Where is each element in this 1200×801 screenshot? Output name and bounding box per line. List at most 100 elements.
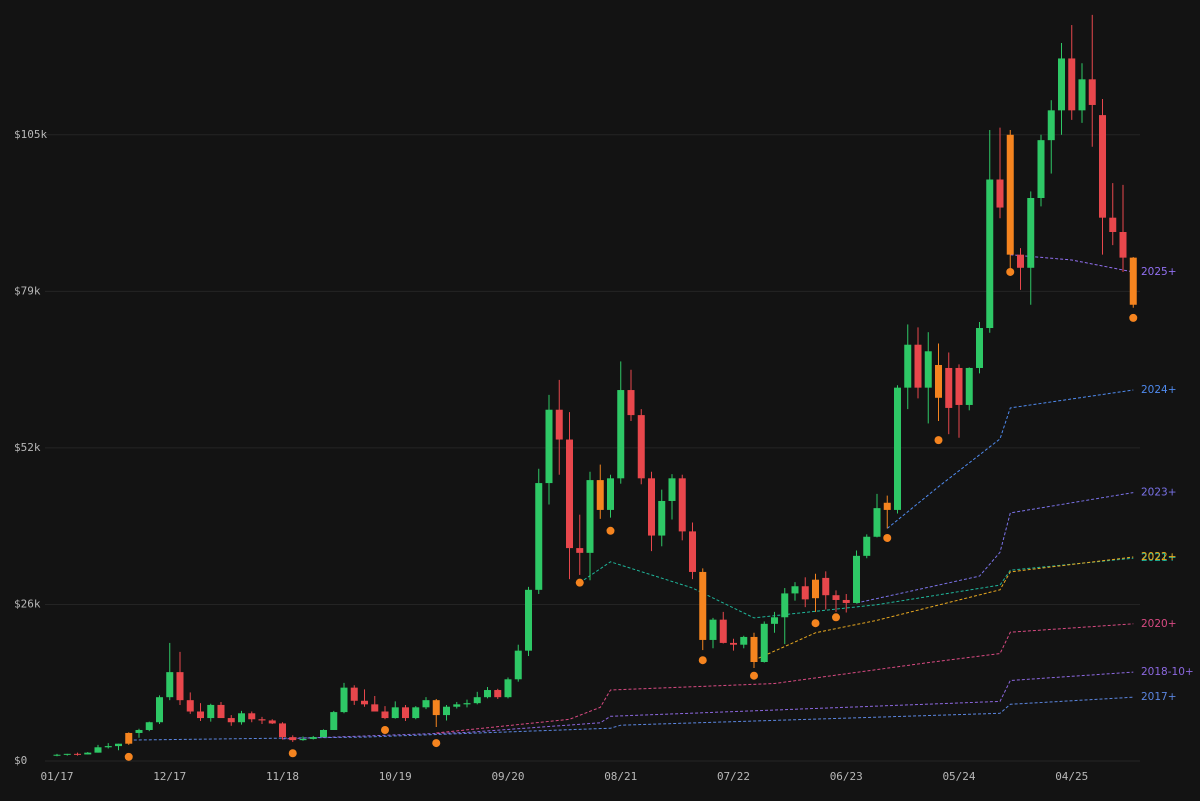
candle-body	[268, 720, 276, 724]
candle-body	[750, 636, 758, 662]
candle-body	[1047, 110, 1055, 141]
candle-body	[1017, 254, 1024, 268]
marker-dot	[698, 656, 707, 665]
cost-basis-line	[282, 671, 1134, 740]
candle-body	[94, 747, 102, 753]
candle-body	[1129, 257, 1137, 305]
cost-basis-line	[579, 557, 1134, 619]
x-tick-label: 11/18	[266, 770, 299, 783]
marker-dot	[832, 613, 840, 622]
candle-body	[361, 700, 368, 705]
candle-body	[555, 409, 563, 440]
candle-body	[730, 642, 737, 645]
candle-body	[63, 753, 71, 755]
y-tick-label: $52k	[14, 441, 41, 454]
candle-body	[371, 704, 379, 712]
series-label: 2025+	[1141, 266, 1177, 278]
marker-dot	[381, 725, 389, 734]
candle-body	[279, 723, 286, 738]
candle-body	[176, 672, 184, 701]
candle-body	[576, 548, 584, 553]
candle-body	[945, 367, 953, 408]
candle-body	[637, 415, 645, 479]
candle-body	[1027, 198, 1035, 268]
marker-dot	[750, 671, 758, 680]
marker-dot	[432, 739, 441, 748]
candle-body	[1119, 231, 1127, 258]
marker-dot	[883, 533, 892, 542]
candle-body	[781, 593, 789, 618]
candle-body	[689, 531, 696, 572]
candle-body	[678, 478, 686, 532]
candle-body	[648, 478, 655, 536]
candle-body	[135, 729, 143, 733]
marker-dot	[288, 749, 297, 758]
candle-body	[217, 704, 225, 719]
x-tick-label: 06/23	[830, 770, 863, 783]
cost-basis-line	[886, 389, 1134, 529]
candle-body	[473, 697, 481, 704]
marker-dot	[606, 526, 615, 535]
candle-body	[381, 711, 389, 719]
marker-dot	[1006, 267, 1015, 276]
candle-body	[801, 586, 809, 600]
candle-body	[986, 179, 994, 329]
series-label: 2017+	[1141, 691, 1177, 703]
candle-body	[791, 586, 799, 594]
candle-body	[514, 650, 522, 680]
x-tick-label: 12/17	[153, 770, 186, 783]
candle-body	[719, 619, 727, 643]
x-tick-label: 08/21	[604, 770, 637, 783]
marker-dot	[934, 436, 943, 445]
candle-body	[320, 729, 327, 738]
candle-body	[350, 687, 358, 701]
y-tick-label: $105k	[14, 128, 47, 141]
candle-body	[965, 367, 973, 405]
series-label: 2018-10+	[1141, 666, 1194, 678]
candle-body	[443, 706, 450, 716]
candle-body	[84, 752, 92, 755]
candle-body	[760, 623, 768, 662]
candle-body	[104, 746, 112, 748]
candle-body	[709, 619, 717, 640]
candle-body	[699, 571, 707, 640]
candle-body	[545, 409, 553, 484]
candle-body	[658, 500, 666, 536]
candle-body	[1006, 134, 1014, 255]
candle-body	[422, 700, 430, 708]
candle-body	[227, 718, 235, 723]
candle-body	[586, 480, 594, 553]
candle-body	[535, 483, 543, 590]
series-label: 2022+	[1141, 551, 1177, 563]
cost-basis-line	[128, 696, 1134, 741]
y-tick-label: $79k	[14, 284, 41, 297]
marker-dot	[575, 578, 584, 587]
candle-body	[258, 719, 266, 721]
candle-body	[996, 179, 1004, 208]
cost-basis-line	[753, 556, 1134, 661]
candle-body	[596, 480, 604, 510]
candle-body	[914, 344, 922, 388]
x-tick-label: 10/19	[379, 770, 412, 783]
candle-body	[607, 478, 614, 510]
candle-body	[1037, 140, 1045, 199]
candle-body	[238, 713, 245, 723]
candle-body	[822, 577, 830, 596]
candle-body	[883, 502, 891, 510]
candle-body	[1058, 58, 1065, 111]
candle-body	[289, 737, 297, 741]
candle-body	[115, 743, 122, 747]
x-tick-label: 09/20	[491, 770, 524, 783]
candle-body	[504, 679, 512, 698]
candle-body	[955, 367, 963, 405]
candle-body	[463, 703, 471, 705]
candle-body	[935, 364, 942, 398]
candle-body	[1088, 79, 1096, 105]
candle-body	[525, 589, 532, 651]
y-tick-label: $0	[14, 754, 27, 767]
series-label: 2024+	[1141, 384, 1177, 396]
candle-body	[74, 753, 81, 755]
marker-dot	[811, 619, 820, 628]
